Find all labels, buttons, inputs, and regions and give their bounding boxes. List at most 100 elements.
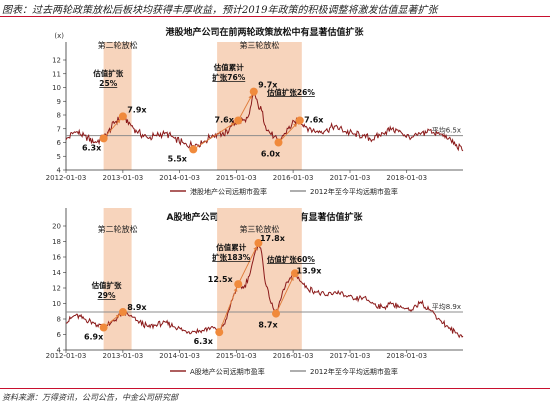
expansion-callout: 估值扩张60% [266,254,315,264]
y-tick-label: 8 [57,316,61,324]
easing-period-label: 第三轮放松 [239,40,279,50]
y-tick-label: 10 [52,300,61,308]
chart-a-share-property-pe: A股地产公司在前两轮政策放松中有显著估值扩张第二轮放松第三轮放松(x)46810… [46,208,464,376]
pe-point-label: 7.6x [215,116,235,125]
y-tick-label: 4 [57,167,62,175]
expansion-arrowhead [233,287,238,292]
expansion-arrowhead [289,276,294,281]
pe-point-marker [99,323,108,332]
pe-point-marker [99,134,108,143]
y-tick-label: 12 [52,285,61,293]
pe-point-label: 7.9x [127,105,147,114]
y-tick-label: 10 [52,84,61,92]
report-footer-bar: 资料来源：万得资讯，公司公告，中金公司研究部 [0,388,550,407]
pe-series-line [65,91,464,152]
chart-title: 港股地产公司在前两轮政策放松中有显著估值扩张 [165,26,364,38]
x-tick-label: 2018-01-03 [386,352,427,360]
x-tick-label: 2017-01-03 [330,352,371,360]
x-tick-label: 2014-01-03 [159,174,200,182]
expansion-arrowhead [253,246,258,251]
source-note: 资料来源：万得资讯，公司公告，中金公司研究部 [2,393,178,402]
legend-label-series: A股地产公司远期市盈率 [190,367,265,376]
average-label: 平均8.9x [432,302,461,311]
expansion-callout: 扩张183% [212,252,251,262]
easing-period-band [217,42,302,170]
legend-label-average: 2012年至今平均远期市盈率 [310,367,398,376]
y-tick-label: 8 [57,112,61,120]
pe-point-label: 6.3x [82,143,102,152]
easing-period-label: 第二轮放松 [98,40,138,50]
easing-period-label: 第三轮放松 [239,224,279,234]
y-tick-label: 5 [57,153,61,161]
legend-label-average: 2012年至今平均远期市盈率 [310,187,398,196]
x-tick-label: 2013-01-03 [103,352,144,360]
pe-point-label: 5.5x [168,154,188,163]
easing-period-band [103,208,132,350]
y-tick-label: 20 [52,223,61,231]
expansion-arrow [193,120,239,150]
x-tick-label: 2018-01-03 [386,174,427,182]
report-header-bar: 图表：过去两轮政策放松后板块均获得丰厚收益，预计2019年政策的积极调整将激发估… [0,0,550,17]
x-tick-label: 2013-01-03 [103,174,144,182]
pe-point-marker [290,269,299,278]
expansion-callout: 29% [98,291,116,300]
pe-point-label: 13.9x [297,266,323,275]
legend-label-series: 港股地产公司远期市盈率 [190,187,267,196]
x-tick-label: 2016-01-03 [273,352,314,360]
easing-period-band [217,208,302,350]
expansion-arrow [218,283,239,333]
pe-point-marker [234,116,243,125]
pe-point-marker [249,87,258,96]
pe-point-label: 6.3x [194,337,214,346]
y-tick-label: 16 [52,254,61,262]
pe-point-label: 8.7x [258,321,278,330]
pe-point-marker [295,116,304,125]
y-axis-unit-label: (x) [54,32,64,40]
x-tick-label: 2012-01-03 [46,352,87,360]
expansion-callout: 估值累计 [213,62,244,72]
easing-period-band [103,42,132,170]
pe-point-label: 12.5x [208,275,234,284]
y-tick-label: 12 [52,57,61,65]
pe-point-marker [272,309,281,318]
expansion-callout: 估值扩张 [91,280,122,290]
pe-series-line [65,244,464,339]
pe-point-label: 8.9x [127,303,147,312]
expansion-arrowhead [230,122,235,127]
pe-point-label: 17.8x [260,234,286,243]
pe-point-marker [234,280,243,289]
report-header-title: 图表：过去两轮政策放松后板块均获得丰厚收益，预计2019年政策的积极调整将激发估… [2,5,438,16]
expansion-arrowhead [248,95,253,100]
y-tick-label: 18 [52,238,61,246]
x-tick-label: 2015-01-03 [216,352,257,360]
y-tick-label: 11 [52,70,61,78]
x-tick-label: 2017-01-03 [330,174,371,182]
average-label: 平均6.5x [432,126,461,135]
expansion-arrow [237,242,259,285]
expansion-arrowhead [116,119,121,124]
pe-point-marker [274,138,283,147]
y-tick-label: 4 [57,347,62,355]
y-tick-label: 14 [52,269,61,277]
pe-point-label: 6.0x [261,150,281,159]
y-tick-label: 6 [57,139,62,147]
pe-point-label: 7.6x [304,116,324,125]
y-tick-label: 9 [57,98,61,106]
x-tick-label: 2012-01-03 [46,174,87,182]
y-tick-label: 6 [57,331,62,339]
pe-point-marker [118,308,127,317]
expansion-callout: 估值累计 [215,242,246,252]
x-tick-label: 2015-01-03 [216,174,257,182]
expansion-callout: 扩张76% [212,72,245,82]
pe-point-marker [189,145,198,154]
expansion-arrowhead [115,314,120,319]
y-tick-label: 7 [57,125,61,133]
easing-period-label: 第二轮放松 [98,224,138,234]
pe-point-marker [118,112,127,121]
pe-point-marker [215,328,224,337]
expansion-callout: 25% [99,79,117,88]
pe-point-label: 9.7x [258,81,278,90]
pe-point-marker [254,239,263,248]
expansion-callout: 估值扩张26% [266,87,315,97]
